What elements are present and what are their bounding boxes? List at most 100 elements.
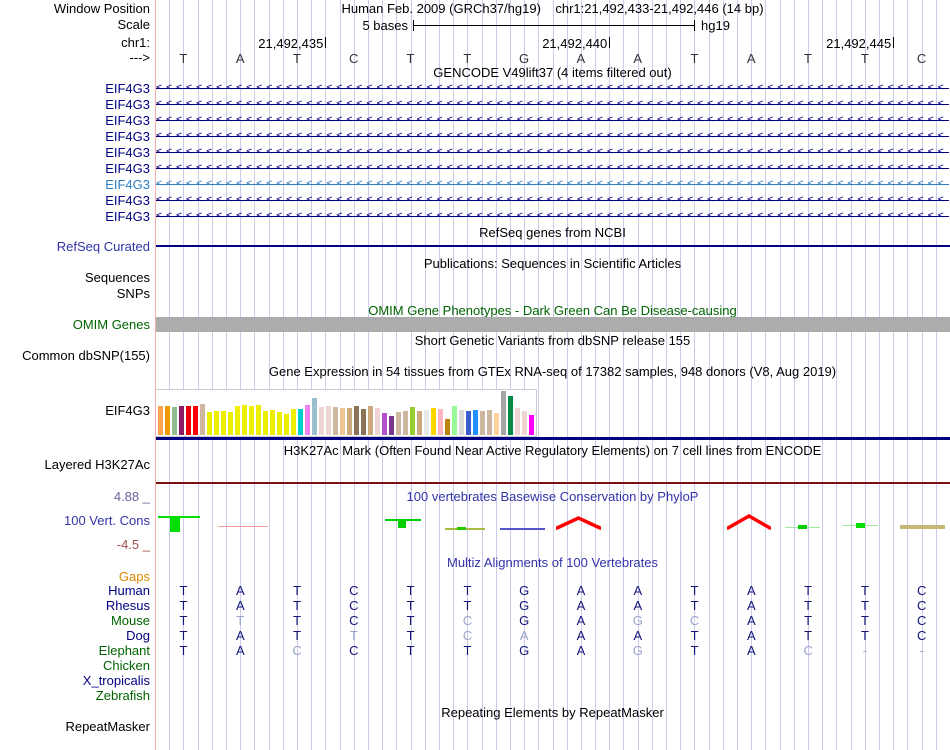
gridline [850, 0, 852, 750]
alignment-base: C [689, 613, 700, 628]
alignment-base: C [917, 613, 927, 628]
alignment-base: - [862, 643, 868, 658]
chrom-label: chr1: [121, 35, 150, 50]
species-label[interactable]: Dog [126, 628, 150, 643]
gencode-transcript[interactable]: <<<<<<<<<<<<<<<<<<<<<<<<<<<<<<<<<<<<<<<<… [156, 161, 949, 175]
gencode-item-label[interactable]: EIF4G3 [105, 161, 150, 176]
h3k27ac-signal-line[interactable] [155, 482, 950, 484]
conservation-max-value: 4.88 _ [113, 489, 150, 504]
alignment-base: G [632, 613, 643, 628]
alignment-base: A [235, 643, 245, 658]
omim-track-title: OMIM Gene Phenotypes - Dark Green Can Be… [368, 303, 737, 318]
gencode-transcript[interactable]: <<<<<<<<<<<<<<<<<<<<<<<<<<<<<<<<<<<<<<<<… [156, 209, 949, 223]
gencode-item-label[interactable]: EIF4G3 [105, 81, 150, 96]
gtex-tissue-bar [270, 410, 275, 435]
alignment-base: C [462, 628, 473, 643]
gencode-transcript[interactable]: <<<<<<<<<<<<<<<<<<<<<<<<<<<<<<<<<<<<<<<<… [156, 177, 949, 191]
omim-gene-bar[interactable] [155, 317, 950, 332]
transcript-line [156, 104, 949, 105]
alignment-base: C [803, 643, 813, 658]
gridline [637, 0, 639, 750]
gridline [609, 0, 611, 750]
omim-genes-label[interactable]: OMIM Genes [72, 317, 150, 332]
alignment-base: T [804, 613, 813, 628]
gridline [737, 0, 739, 750]
gaps-label[interactable]: Gaps [118, 569, 150, 584]
gtex-tissue-bar [256, 405, 261, 435]
scale-bar-tick-right [694, 20, 695, 31]
refseq-gene-line[interactable] [155, 245, 950, 247]
species-label[interactable]: Zebrafish [95, 688, 150, 703]
conservation-rect [398, 519, 406, 528]
gtex-tissue-bar [466, 411, 471, 435]
species-label[interactable]: Human [108, 583, 150, 598]
alignment-base: C [917, 598, 927, 613]
gridline [793, 0, 795, 750]
gencode-item-label[interactable]: EIF4G3 [105, 145, 150, 160]
gtex-tissue-bar [305, 405, 310, 435]
refseq-curated-label[interactable]: RefSeq Curated [56, 239, 150, 254]
gridline [822, 0, 824, 750]
gencode-item-label[interactable]: EIF4G3 [105, 113, 150, 128]
gridline [481, 0, 483, 750]
base-letter: T [292, 51, 301, 66]
alignment-base: A [633, 628, 643, 643]
gencode-item-label[interactable]: EIF4G3 [105, 209, 150, 224]
alignment-base: A [576, 583, 586, 598]
species-label[interactable]: Elephant [98, 643, 150, 658]
species-label[interactable]: Chicken [103, 658, 150, 673]
base-letter: C [349, 51, 359, 66]
gencode-item-label[interactable]: EIF4G3 [105, 129, 150, 144]
base-letter: A [633, 51, 642, 66]
alignment-base: T [293, 598, 302, 613]
gencode-transcript[interactable]: <<<<<<<<<<<<<<<<<<<<<<<<<<<<<<<<<<<<<<<<… [156, 129, 949, 143]
repeatmasker-label[interactable]: RepeatMasker [65, 719, 150, 734]
refseq-track-title: RefSeq genes from NCBI [479, 225, 626, 240]
window-position-title: Human Feb. 2009 (GRCh37/hg19) chr1:21,49… [155, 2, 950, 15]
conservation-label[interactable]: 100 Vert. Cons [64, 513, 150, 528]
alignment-base: C [292, 643, 302, 658]
gtex-track-title: Gene Expression in 54 tissues from GTEx … [268, 364, 837, 379]
base-letter: C [916, 51, 927, 66]
gtex-tissue-bar [298, 409, 303, 435]
gencode-item-label[interactable]: EIF4G3 [105, 193, 150, 208]
gridline [708, 0, 710, 750]
dbsnp-label[interactable]: Common dbSNP(155) [22, 348, 150, 363]
base-letter: T [860, 51, 869, 66]
gencode-transcript[interactable]: <<<<<<<<<<<<<<<<<<<<<<<<<<<<<<<<<<<<<<<<… [156, 81, 949, 95]
gtex-gene-label[interactable]: EIF4G3 [105, 403, 150, 418]
gtex-tissue-bar [480, 411, 485, 435]
snps-label[interactable]: SNPs [116, 286, 150, 301]
gtex-tissue-bar [382, 413, 387, 435]
gencode-item-label[interactable]: EIF4G3 [105, 177, 150, 192]
coordinate-label: 21,492,440 [542, 36, 608, 51]
alignment-base: T [179, 643, 188, 658]
alignment-base: A [633, 598, 643, 613]
gtex-tissue-bar [494, 413, 499, 435]
alignment-base: T [860, 583, 869, 598]
gridline [467, 0, 469, 750]
gtex-tissue-bar [459, 410, 464, 435]
alignment-base: T [293, 613, 302, 628]
species-label[interactable]: Mouse [110, 613, 150, 628]
gridline [552, 0, 554, 750]
gridline [935, 0, 937, 750]
gencode-transcript[interactable]: <<<<<<<<<<<<<<<<<<<<<<<<<<<<<<<<<<<<<<<<… [156, 113, 949, 127]
species-label[interactable]: X_tropicalis [82, 673, 150, 688]
gencode-item-label[interactable]: EIF4G3 [105, 97, 150, 112]
gencode-transcript[interactable]: <<<<<<<<<<<<<<<<<<<<<<<<<<<<<<<<<<<<<<<<… [156, 97, 949, 111]
alignment-base: T [804, 628, 813, 643]
alignment-base: G [632, 643, 643, 658]
transcript-line [156, 216, 949, 217]
sequences-label[interactable]: Sequences [84, 270, 150, 285]
gencode-transcript[interactable]: <<<<<<<<<<<<<<<<<<<<<<<<<<<<<<<<<<<<<<<<… [156, 145, 949, 159]
alignment-base: T [179, 628, 188, 643]
gridline [268, 0, 270, 750]
h3k27ac-label[interactable]: Layered H3K27Ac [44, 457, 150, 472]
gtex-tissue-bar [361, 409, 366, 435]
transcript-line [156, 168, 949, 169]
gencode-transcript[interactable]: <<<<<<<<<<<<<<<<<<<<<<<<<<<<<<<<<<<<<<<<… [156, 193, 949, 207]
species-label[interactable]: Rhesus [105, 598, 150, 613]
gridline [438, 0, 440, 750]
gtex-bar-chart[interactable] [155, 389, 537, 437]
